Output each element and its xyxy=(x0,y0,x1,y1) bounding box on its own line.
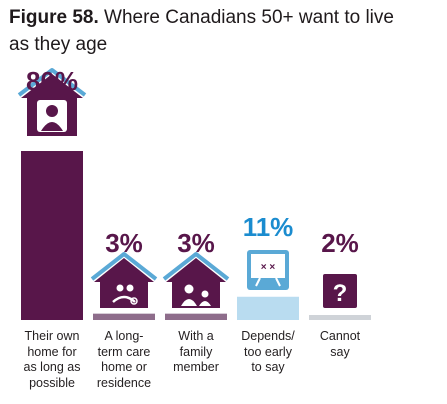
category-label-line: With a xyxy=(178,329,214,343)
category-label-line: residence xyxy=(96,375,152,390)
value-label-3: 11% xyxy=(243,212,294,242)
category-label-line: A long- xyxy=(104,329,144,343)
house-person-icon xyxy=(17,68,87,136)
category-label-line: home for xyxy=(27,344,77,359)
bar-4 xyxy=(309,315,371,320)
category-label-line: too early xyxy=(244,344,292,359)
category-label-line: Cannot xyxy=(319,329,361,343)
svg-text:× ×: × × xyxy=(261,262,276,273)
whiteboard-plan-icon: × × xyxy=(247,250,289,290)
question-mark-icon: ? xyxy=(323,274,357,308)
category-label-1: A long-term care home or residence xyxy=(78,329,170,391)
figure-title-text: Where Canadians 50+ want to live as they… xyxy=(9,7,394,55)
chart-title: Figure 58. Where Canadians 50+ want to l… xyxy=(9,4,419,58)
category-label-0: Their own home for as long as possible xyxy=(6,329,98,391)
value-label-0: 80% xyxy=(26,66,78,96)
house-family-icon xyxy=(162,252,230,308)
value-label-1: 3% xyxy=(105,228,143,258)
value-label-4: 2% xyxy=(321,228,359,258)
category-label-line: to say xyxy=(251,360,285,374)
category-label-line: family xyxy=(179,344,213,359)
bar-1 xyxy=(93,313,155,320)
svg-text:?: ? xyxy=(333,280,348,307)
figure-number: Figure 58. xyxy=(9,7,99,28)
category-label-line: Their own xyxy=(24,329,80,343)
category-label-3: Depends/too early to say xyxy=(222,329,314,376)
category-label-line: term care xyxy=(97,344,151,359)
house-care-icon xyxy=(90,252,158,308)
bar-2 xyxy=(165,313,227,320)
category-label-line: home or xyxy=(101,360,147,374)
bar-0 xyxy=(21,151,83,320)
category-label-line: say xyxy=(330,344,350,359)
bar-3 xyxy=(237,296,299,320)
category-label-line: Depends/ xyxy=(241,329,295,343)
category-label-line: member xyxy=(173,360,219,374)
value-label-2: 3% xyxy=(177,228,215,258)
category-label-4: Cannot say xyxy=(294,329,386,360)
category-label-line: possible xyxy=(29,375,75,390)
category-label-line: as long as xyxy=(23,360,81,374)
category-label-2: With a family member xyxy=(150,329,242,376)
